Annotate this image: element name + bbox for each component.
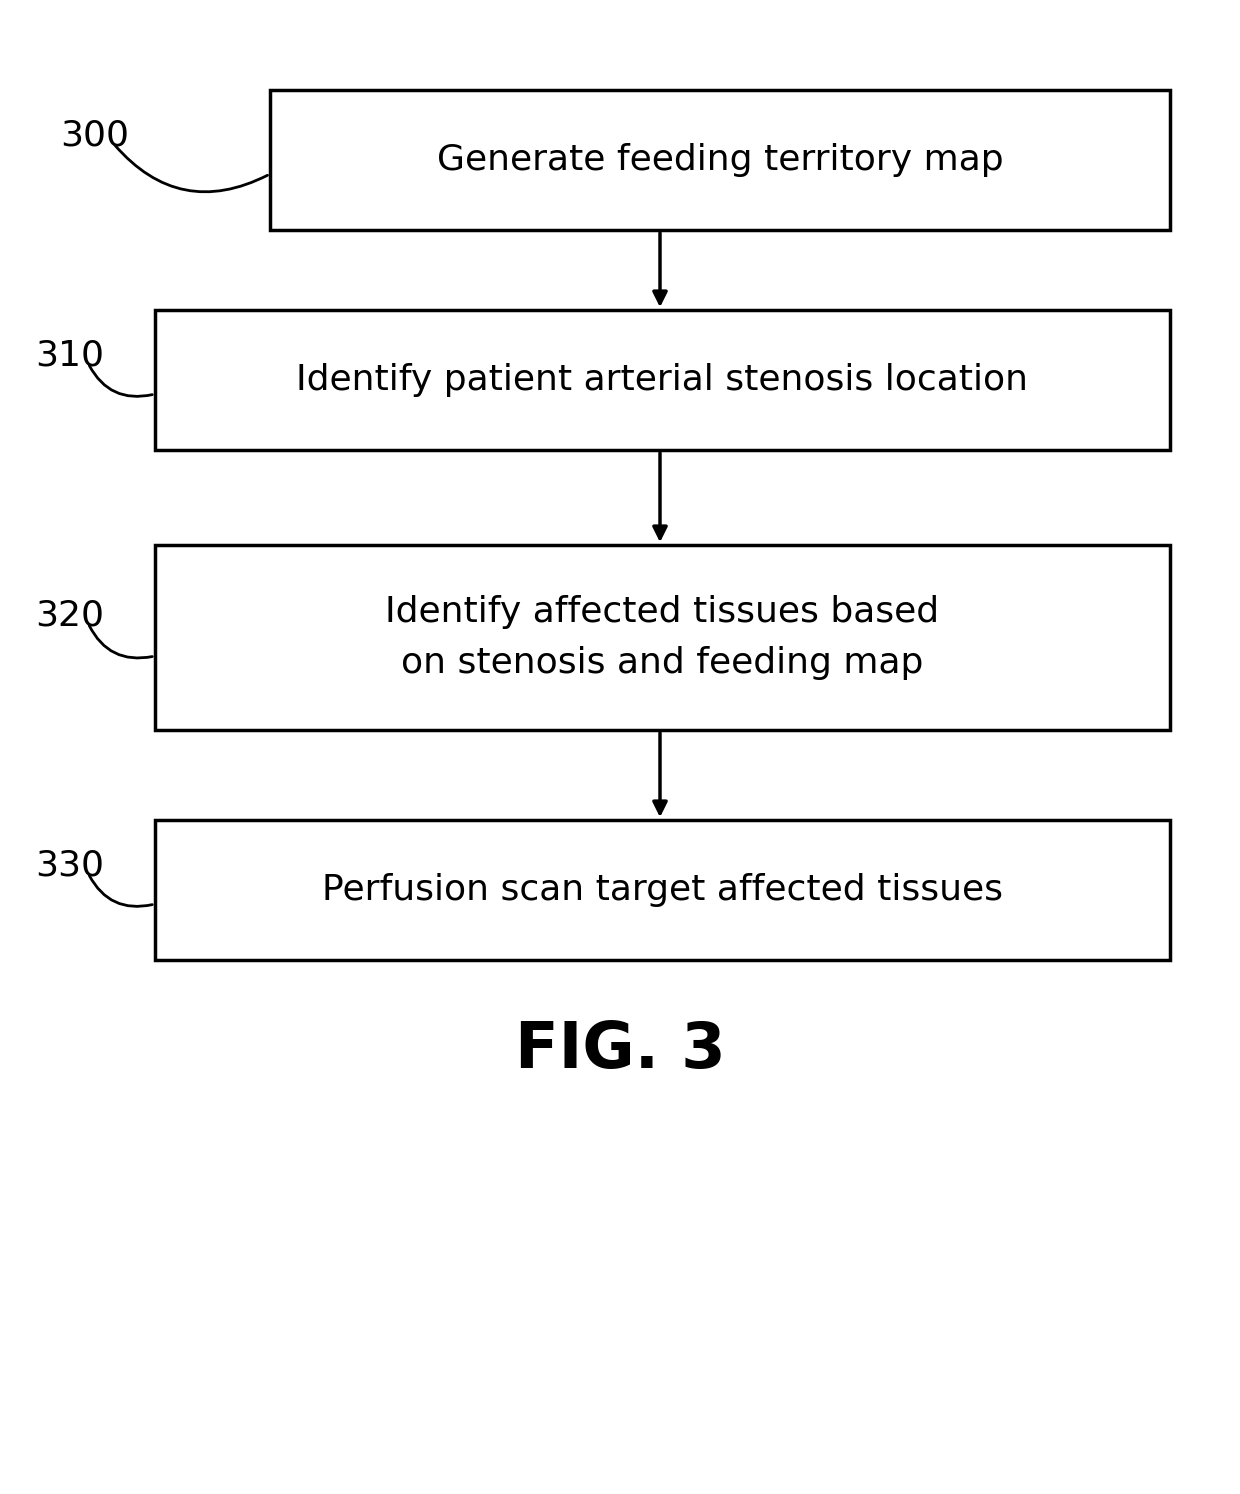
Text: Generate feeding territory map: Generate feeding territory map (436, 143, 1003, 176)
Text: Identify affected tissues based
on stenosis and feeding map: Identify affected tissues based on steno… (386, 596, 940, 680)
Text: 330: 330 (36, 849, 104, 881)
Text: 320: 320 (36, 598, 104, 632)
Bar (155, 545, 1171, 731)
Bar (270, 90, 1171, 230)
Text: Perfusion scan target affected tissues: Perfusion scan target affected tissues (322, 872, 1003, 907)
Text: Identify patient arterial stenosis location: Identify patient arterial stenosis locat… (296, 363, 1028, 397)
Text: 300: 300 (61, 118, 129, 152)
Text: 310: 310 (36, 338, 104, 372)
Text: FIG. 3: FIG. 3 (515, 1019, 725, 1082)
Bar (155, 820, 1171, 961)
Bar (155, 309, 1171, 450)
